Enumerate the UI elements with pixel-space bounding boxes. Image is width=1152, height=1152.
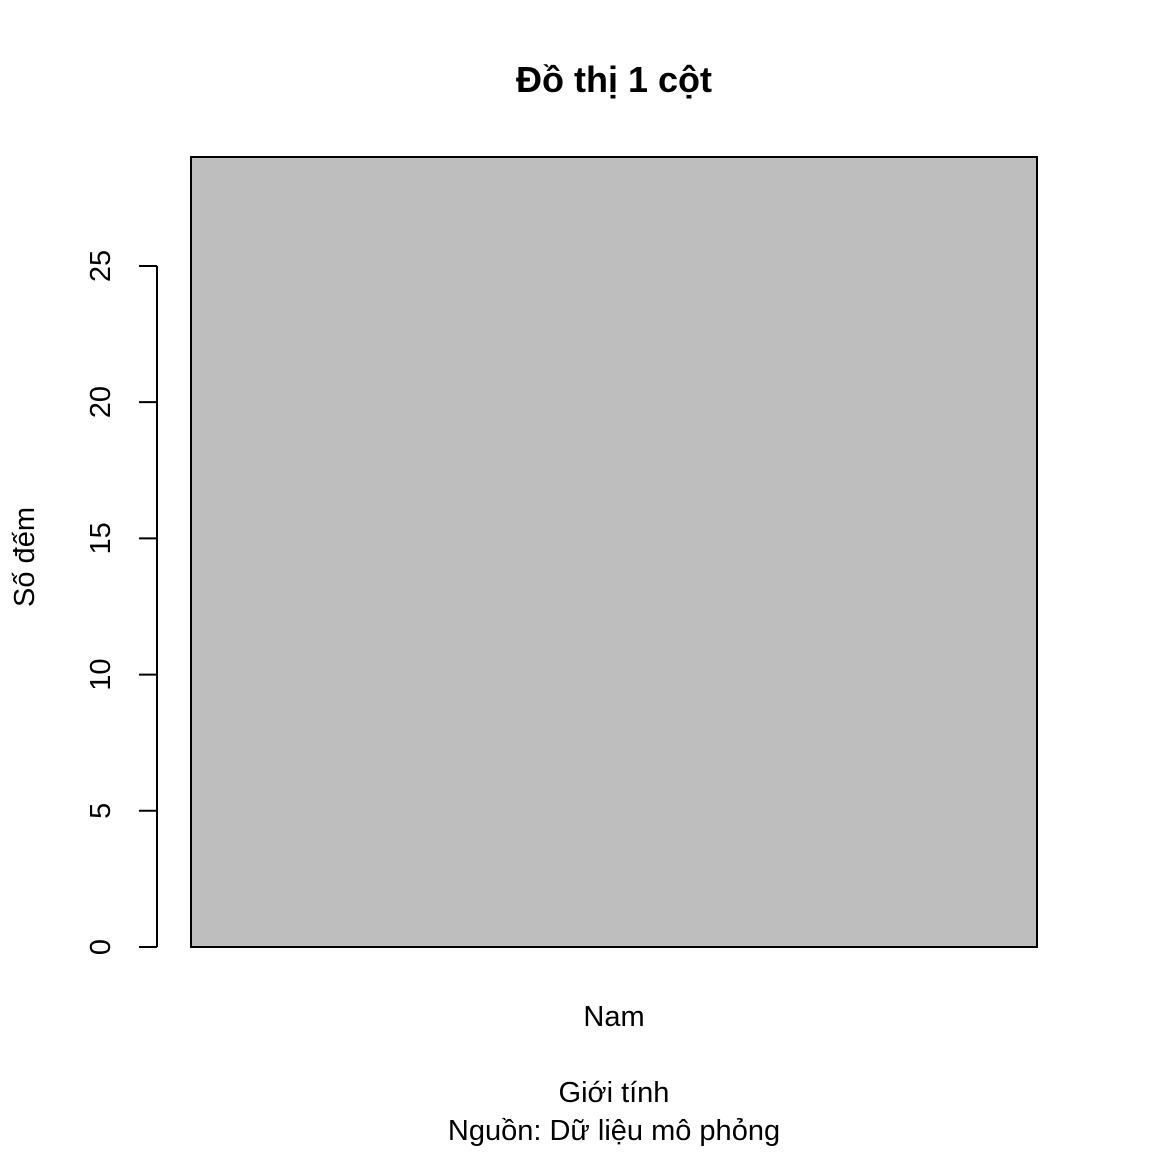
y-tick-label: 20 <box>85 386 117 418</box>
x-tick-label: Nam <box>583 1001 644 1033</box>
bars: Nam <box>190 156 1038 1033</box>
y-tick-label: 15 <box>85 522 117 554</box>
y-tick-label: 10 <box>85 658 117 690</box>
bar <box>190 156 1038 948</box>
y-tick-label: 5 <box>85 803 117 819</box>
y-tick-label: 25 <box>85 250 117 282</box>
y-axis-label: Số đếm <box>9 507 41 607</box>
y-axis: 0 5 10 15 20 25 <box>85 250 158 955</box>
chart-subtitle: Nguồn: Dữ liệu mô phỏng <box>448 1115 780 1147</box>
y-tick-label: 0 <box>85 939 117 955</box>
chart-title: Đồ thị 1 cột <box>516 59 712 100</box>
x-axis-label: Giới tính <box>559 1077 670 1109</box>
